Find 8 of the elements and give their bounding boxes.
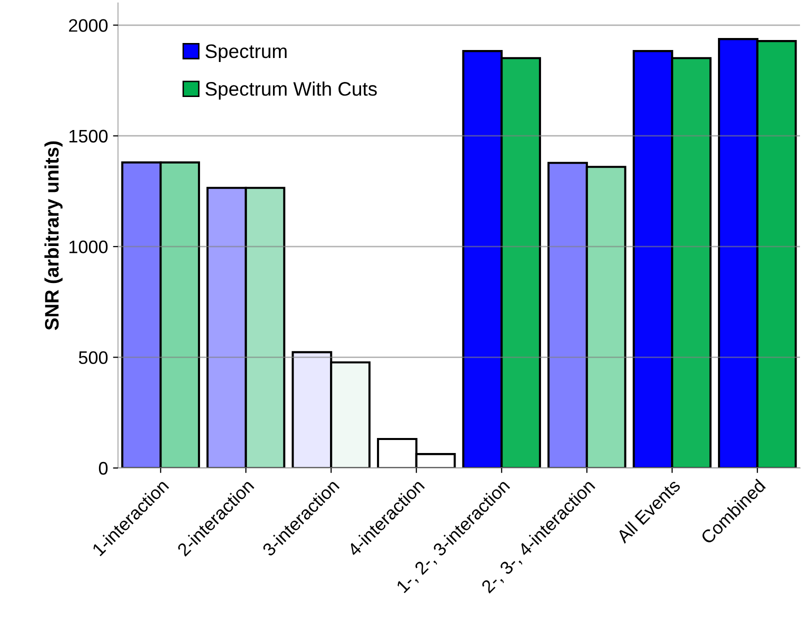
- y-tick-label: 1000: [69, 240, 108, 254]
- y-tick-label: 1500: [69, 130, 108, 143]
- y-tick-label: 2000: [69, 19, 108, 32]
- y-tick-label: 500: [78, 351, 108, 364]
- y-axis-title: SNR (arbitrary units): [44, 141, 63, 330]
- legend-label: Spectrum: [206, 44, 287, 62]
- y-tick-label: 0: [98, 462, 108, 475]
- legend-label: Spectrum With Cuts: [206, 82, 377, 100]
